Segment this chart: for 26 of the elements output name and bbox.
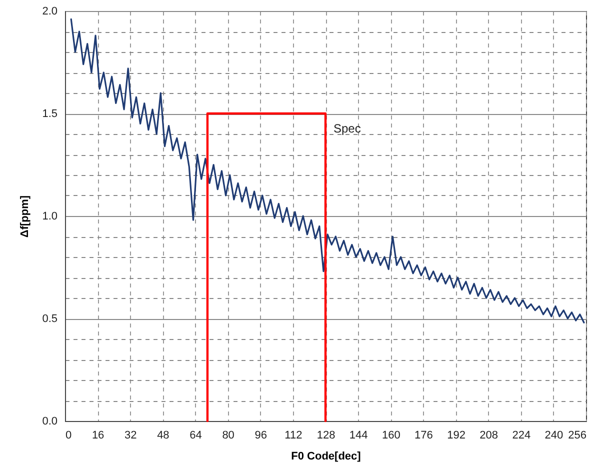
- x-tick-label: 48: [157, 430, 170, 442]
- line-series: [70, 18, 585, 324]
- y-tick-label: 1.0: [42, 210, 58, 222]
- x-tick-label: 112: [284, 430, 302, 442]
- x-axis-title: F0 Code[dec]: [291, 450, 362, 462]
- x-tick-label: 64: [190, 430, 202, 442]
- x-tick-label: 0: [66, 430, 72, 442]
- x-tick-label: 96: [254, 430, 267, 442]
- y-tick-label: 1.5: [42, 108, 58, 120]
- y-tick-label: 0.0: [42, 416, 58, 428]
- x-tick-label: 80: [222, 430, 234, 442]
- x-tick-label: 224: [512, 430, 531, 442]
- x-tick-label: 128: [316, 430, 336, 442]
- x-tick-label: 32: [124, 430, 137, 442]
- x-tick-label: 176: [414, 430, 433, 442]
- x-tick-label: 16: [92, 430, 104, 442]
- x-tick-label: 256: [568, 430, 586, 442]
- x-tick-label: 240: [544, 430, 564, 442]
- y-axis-title: Δf[ppm]: [19, 195, 32, 238]
- y-tick-label: 0.5: [42, 313, 58, 325]
- y-tick-label: 2.0: [42, 6, 58, 18]
- x-tick-label: 192: [447, 430, 466, 442]
- series-label: Spec: [334, 122, 361, 136]
- x-tick-label: 160: [382, 430, 400, 442]
- x-tick-label: 144: [349, 430, 368, 442]
- x-tick-label: 208: [480, 430, 498, 442]
